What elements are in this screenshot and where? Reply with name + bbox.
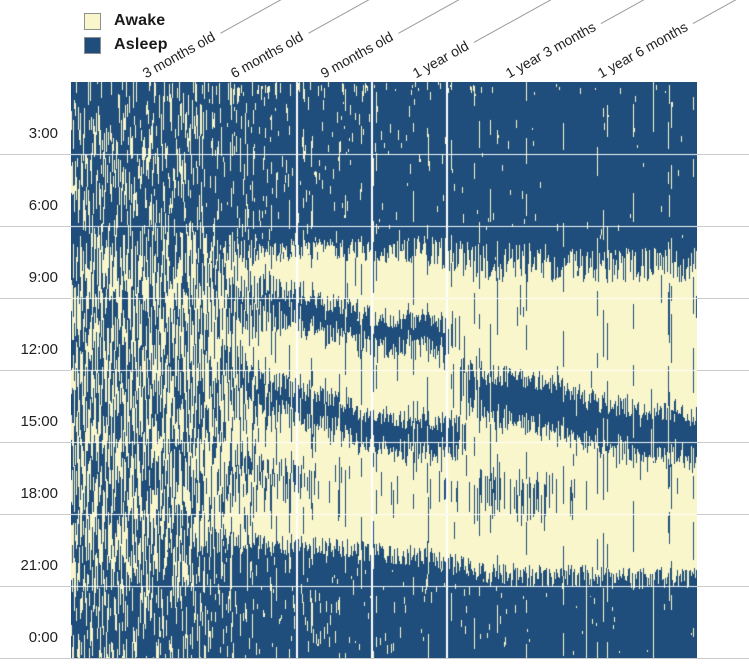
x-axis-tick-label: 1 year old [409, 37, 472, 82]
x-axis-tick-label: 9 months old [317, 28, 396, 82]
awake-label: Awake [114, 12, 166, 29]
asleep-swatch [84, 36, 101, 54]
y-axis-label-6-00: 6:00 [28, 197, 58, 214]
asleep-label: Asleep [114, 36, 168, 53]
awake-swatch [84, 12, 101, 30]
x-axis-tick-label: 6 months old [227, 28, 306, 82]
y-axis-label-3-00: 3:00 [28, 125, 58, 142]
y-axis-label-21-00: 21:00 [20, 557, 58, 574]
legend-item-awake: Awake [84, 12, 168, 30]
gridline-0-00 [0, 658, 749, 659]
y-axis-label-9-00: 9:00 [28, 269, 58, 286]
y-axis-label-0-00: 0:00 [28, 629, 58, 646]
legend: Awake Asleep [84, 12, 168, 60]
x-axis-tick-line [693, 0, 749, 24]
y-axis-label-18-00: 18:00 [20, 485, 58, 502]
legend-item-asleep: Asleep [84, 36, 168, 54]
y-axis-label-12-00: 12:00 [20, 341, 58, 358]
sleep-heatmap-canvas [71, 82, 697, 658]
y-axis-label-15-00: 15:00 [20, 413, 58, 430]
